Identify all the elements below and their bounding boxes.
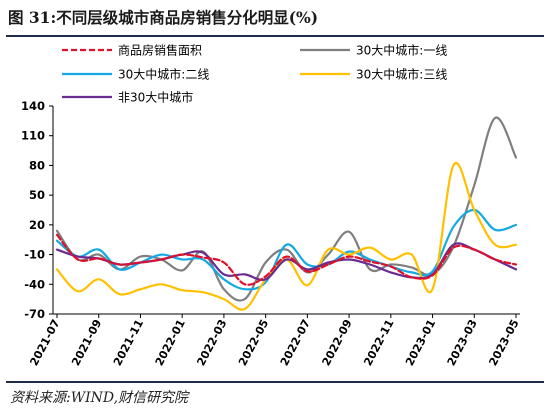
y-tick-label: -40 — [24, 277, 45, 291]
y-tick-label: 110 — [21, 129, 45, 143]
legend-label-1: 30大中城市:一线 — [356, 43, 447, 58]
y-tick-label: 50 — [29, 188, 45, 202]
y-tick-label: 140 — [21, 99, 45, 113]
source-note: 资料来源:WIND,财信研究院 — [10, 390, 189, 406]
x-tick-label: 2021-09 — [69, 317, 104, 368]
x-tick-label: 2022-05 — [236, 317, 271, 368]
top-divider — [6, 35, 544, 37]
x-tick-label: 2022-03 — [194, 317, 229, 368]
chart-axes: -70 -40 -10 20 50 80 110 140 2021-07 2021-09 2021-… — [21, 99, 522, 368]
x-tick-label: 2021-11 — [111, 317, 146, 368]
legend-label-3: 30大中城市:三线 — [356, 67, 447, 82]
series-line-0 — [55, 233, 518, 286]
x-tick-label: 2022-07 — [278, 317, 313, 368]
y-tick-label: -70 — [24, 307, 45, 321]
x-tick-label: 2022-09 — [320, 317, 355, 368]
x-tick-label: 2022-01 — [153, 317, 188, 368]
x-tick-label: 2023-03 — [445, 317, 480, 368]
line-chart: 商品房销售面积 30大中城市:一线 30大中城市:二线 30大中城市:三线非30大中城… — [21, 43, 522, 368]
x-tick-label: 2023-01 — [403, 317, 438, 368]
chart-series — [55, 116, 518, 311]
series-line-3 — [55, 161, 518, 311]
chart-legend: 商品房销售面积 30大中城市:一线 30大中城市:二线 30大中城市:三线非30大中城… — [62, 43, 447, 105]
legend-label-0: 商品房销售面积 — [118, 43, 202, 58]
series-line-1 — [55, 116, 518, 302]
x-tick-label: 2021-07 — [27, 317, 62, 368]
figure-title: 图 31:不同层级城市商品房销售分化明显(%) — [8, 8, 319, 27]
y-tick-label: 80 — [29, 158, 45, 172]
y-tick-label: -10 — [24, 248, 45, 262]
y-tick-label: 20 — [29, 218, 45, 232]
bottom-divider — [6, 381, 544, 383]
legend-label-2: 30大中城市:二线 — [118, 67, 209, 82]
x-tick-label: 2022-11 — [361, 317, 396, 368]
legend-label-4: 非30大中城市 — [118, 90, 193, 105]
x-tick-label: 2023-05 — [486, 317, 521, 368]
